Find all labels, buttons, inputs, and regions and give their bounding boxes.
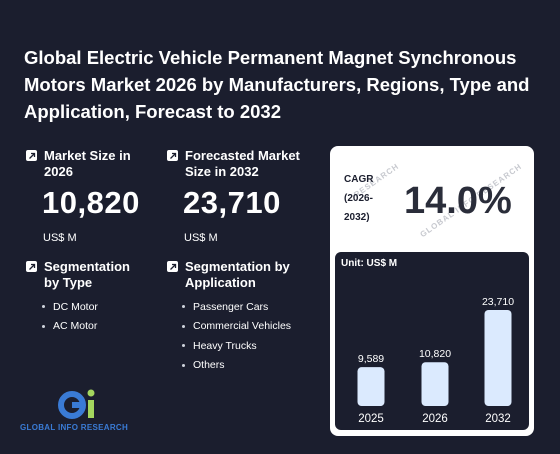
trend-arrow-icon: [26, 150, 37, 161]
segment-application-list: Passenger Cars Commercial Vehicles Heavy…: [182, 297, 291, 375]
logo-text: GLOBAL INFO RESEARCH: [20, 423, 129, 432]
logo: [58, 388, 102, 422]
chart-panel: Unit: US$ M 9,589 2025 10,820 2026 23,710 203…: [335, 252, 529, 430]
bar-chart: 9,589 2025 10,820 2026 23,710 2032: [357, 296, 514, 425]
bullet-icon: [182, 363, 185, 367]
cagr-label-line: 2032): [344, 212, 370, 223]
bar-value-label: 23,710: [482, 296, 514, 308]
market-size-value: 10,820: [42, 185, 140, 220]
bullet-icon: [182, 305, 185, 309]
bar-2032: [484, 310, 512, 406]
trend-arrow-icon: [26, 261, 37, 272]
forecast-header: Forecasted Market Size in 2032: [167, 148, 317, 180]
cagr-value: 14.0%: [404, 180, 512, 222]
segment-type-label: Segmentation by Type: [44, 259, 130, 290]
list-item: Others: [182, 356, 291, 376]
cagr-label-line: (2026-: [344, 193, 373, 204]
x-tick-label: 2032: [485, 413, 511, 425]
list-item: DC Motor: [42, 297, 98, 317]
bullet-icon: [182, 344, 185, 348]
list-item: Passenger Cars: [182, 297, 291, 317]
forecast-unit: US$ M: [184, 232, 218, 244]
bar-2026: [421, 362, 449, 406]
segment-type-item: AC Motor: [53, 320, 98, 333]
segment-type-list: DC Motor AC Motor: [42, 297, 98, 336]
market-size-unit: US$ M: [43, 232, 77, 244]
segment-application-item: Others: [193, 359, 225, 372]
segment-application-label: Segmentation by Application: [185, 259, 290, 290]
list-item: Commercial Vehicles: [182, 317, 291, 337]
list-item: AC Motor: [42, 317, 98, 337]
trend-arrow-icon: [167, 150, 178, 161]
market-size-label: Market Size in 2026: [44, 148, 131, 179]
bullet-icon: [42, 324, 45, 328]
segment-application-item: Passenger Cars: [193, 300, 269, 313]
list-item: Heavy Trucks: [182, 336, 291, 356]
x-tick-label: 2025: [358, 413, 384, 425]
bullet-icon: [182, 324, 185, 328]
trend-arrow-icon: [167, 261, 178, 272]
segment-type-item: DC Motor: [53, 300, 98, 313]
forecast-value: 23,710: [183, 185, 281, 220]
segment-application-header: Segmentation by Application: [167, 259, 297, 291]
cagr-label-line: CAGR: [344, 174, 374, 185]
bar-value-label: 9,589: [358, 353, 384, 365]
bullet-icon: [42, 305, 45, 309]
segment-type-header: Segmentation by Type: [26, 259, 136, 291]
x-tick-label: 2026: [422, 413, 448, 425]
page-title: Global Electric Vehicle Permanent Magnet…: [24, 47, 530, 122]
forecast-label: Forecasted Market Size in 2032: [185, 148, 300, 179]
bar-value-label: 10,820: [419, 348, 451, 360]
cagr-label: CAGR (2026- 2032): [344, 170, 373, 227]
market-size-header: Market Size in 2026: [26, 148, 146, 180]
logo-icon: [58, 389, 95, 419]
segment-application-item: Commercial Vehicles: [193, 320, 292, 333]
chart-unit-label: Unit: US$ M: [341, 258, 398, 269]
segment-application-item: Heavy Trucks: [193, 339, 257, 352]
bar-2025: [357, 367, 385, 406]
cagr-card: RESEARCH GLOBAL INFO RESEARCH CAGR (2026…: [330, 146, 534, 436]
